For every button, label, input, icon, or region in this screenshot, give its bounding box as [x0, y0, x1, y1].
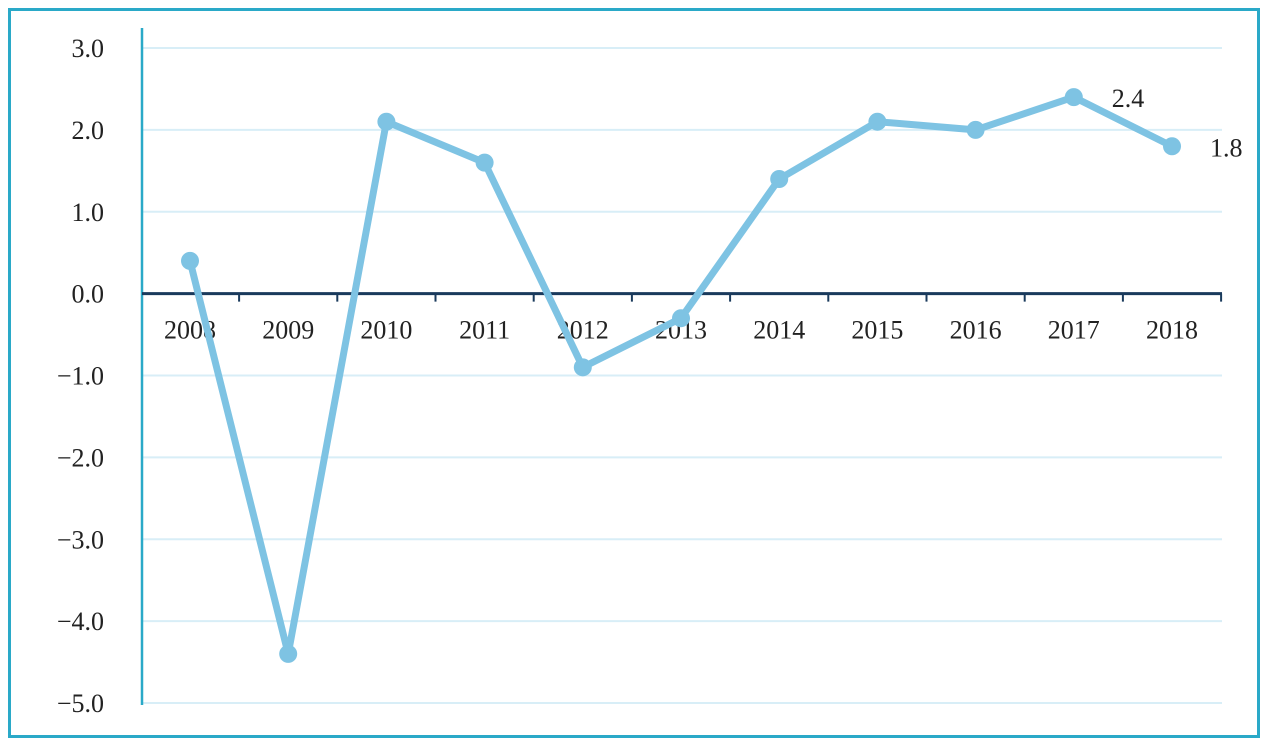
data-point [672, 309, 690, 328]
series [181, 88, 1181, 663]
x-tick-label: 2010 [360, 316, 412, 345]
y-tick-label: −1.0 [57, 362, 104, 391]
y-tick-label: −2.0 [57, 443, 104, 472]
data-label: 2.4 [1112, 84, 1145, 113]
data-point [377, 112, 396, 131]
x-tick-label: 2018 [1146, 316, 1198, 345]
data-point [573, 358, 592, 377]
x-tick-label: 2015 [851, 316, 903, 345]
data-point [1064, 88, 1083, 107]
x-tick-label: 2014 [753, 316, 805, 345]
y-tick-label: −5.0 [57, 689, 104, 718]
x-tick-label: 2017 [1048, 316, 1100, 345]
y-tick-label: 0.0 [72, 280, 105, 309]
x-tick-label: 2016 [950, 316, 1002, 345]
y-tick-label: −3.0 [57, 525, 104, 554]
x-tick-label: 2011 [459, 316, 510, 345]
data-label: 1.8 [1210, 133, 1243, 162]
data-point [1163, 137, 1181, 156]
data-point [475, 153, 494, 172]
y-tick-label: 3.0 [72, 34, 105, 63]
y-tick-label: 2.0 [72, 116, 105, 145]
data-point [770, 170, 789, 188]
data-labels: 2.4 1.8 [1112, 84, 1243, 162]
y-tick-label: −4.0 [57, 607, 104, 636]
y-tick-label: 1.0 [72, 198, 105, 227]
x-tick-label: 2009 [262, 316, 314, 345]
data-point [868, 112, 887, 131]
data-point [279, 644, 298, 663]
gridlines [142, 47, 1222, 704]
axes [140, 28, 1223, 705]
data-point [966, 120, 985, 139]
y-tick-labels: 3.0 2.0 1.0 0.0 −1.0 −2.0 −3.0 −4.0 −5.0 [57, 34, 104, 718]
data-point [181, 251, 199, 270]
